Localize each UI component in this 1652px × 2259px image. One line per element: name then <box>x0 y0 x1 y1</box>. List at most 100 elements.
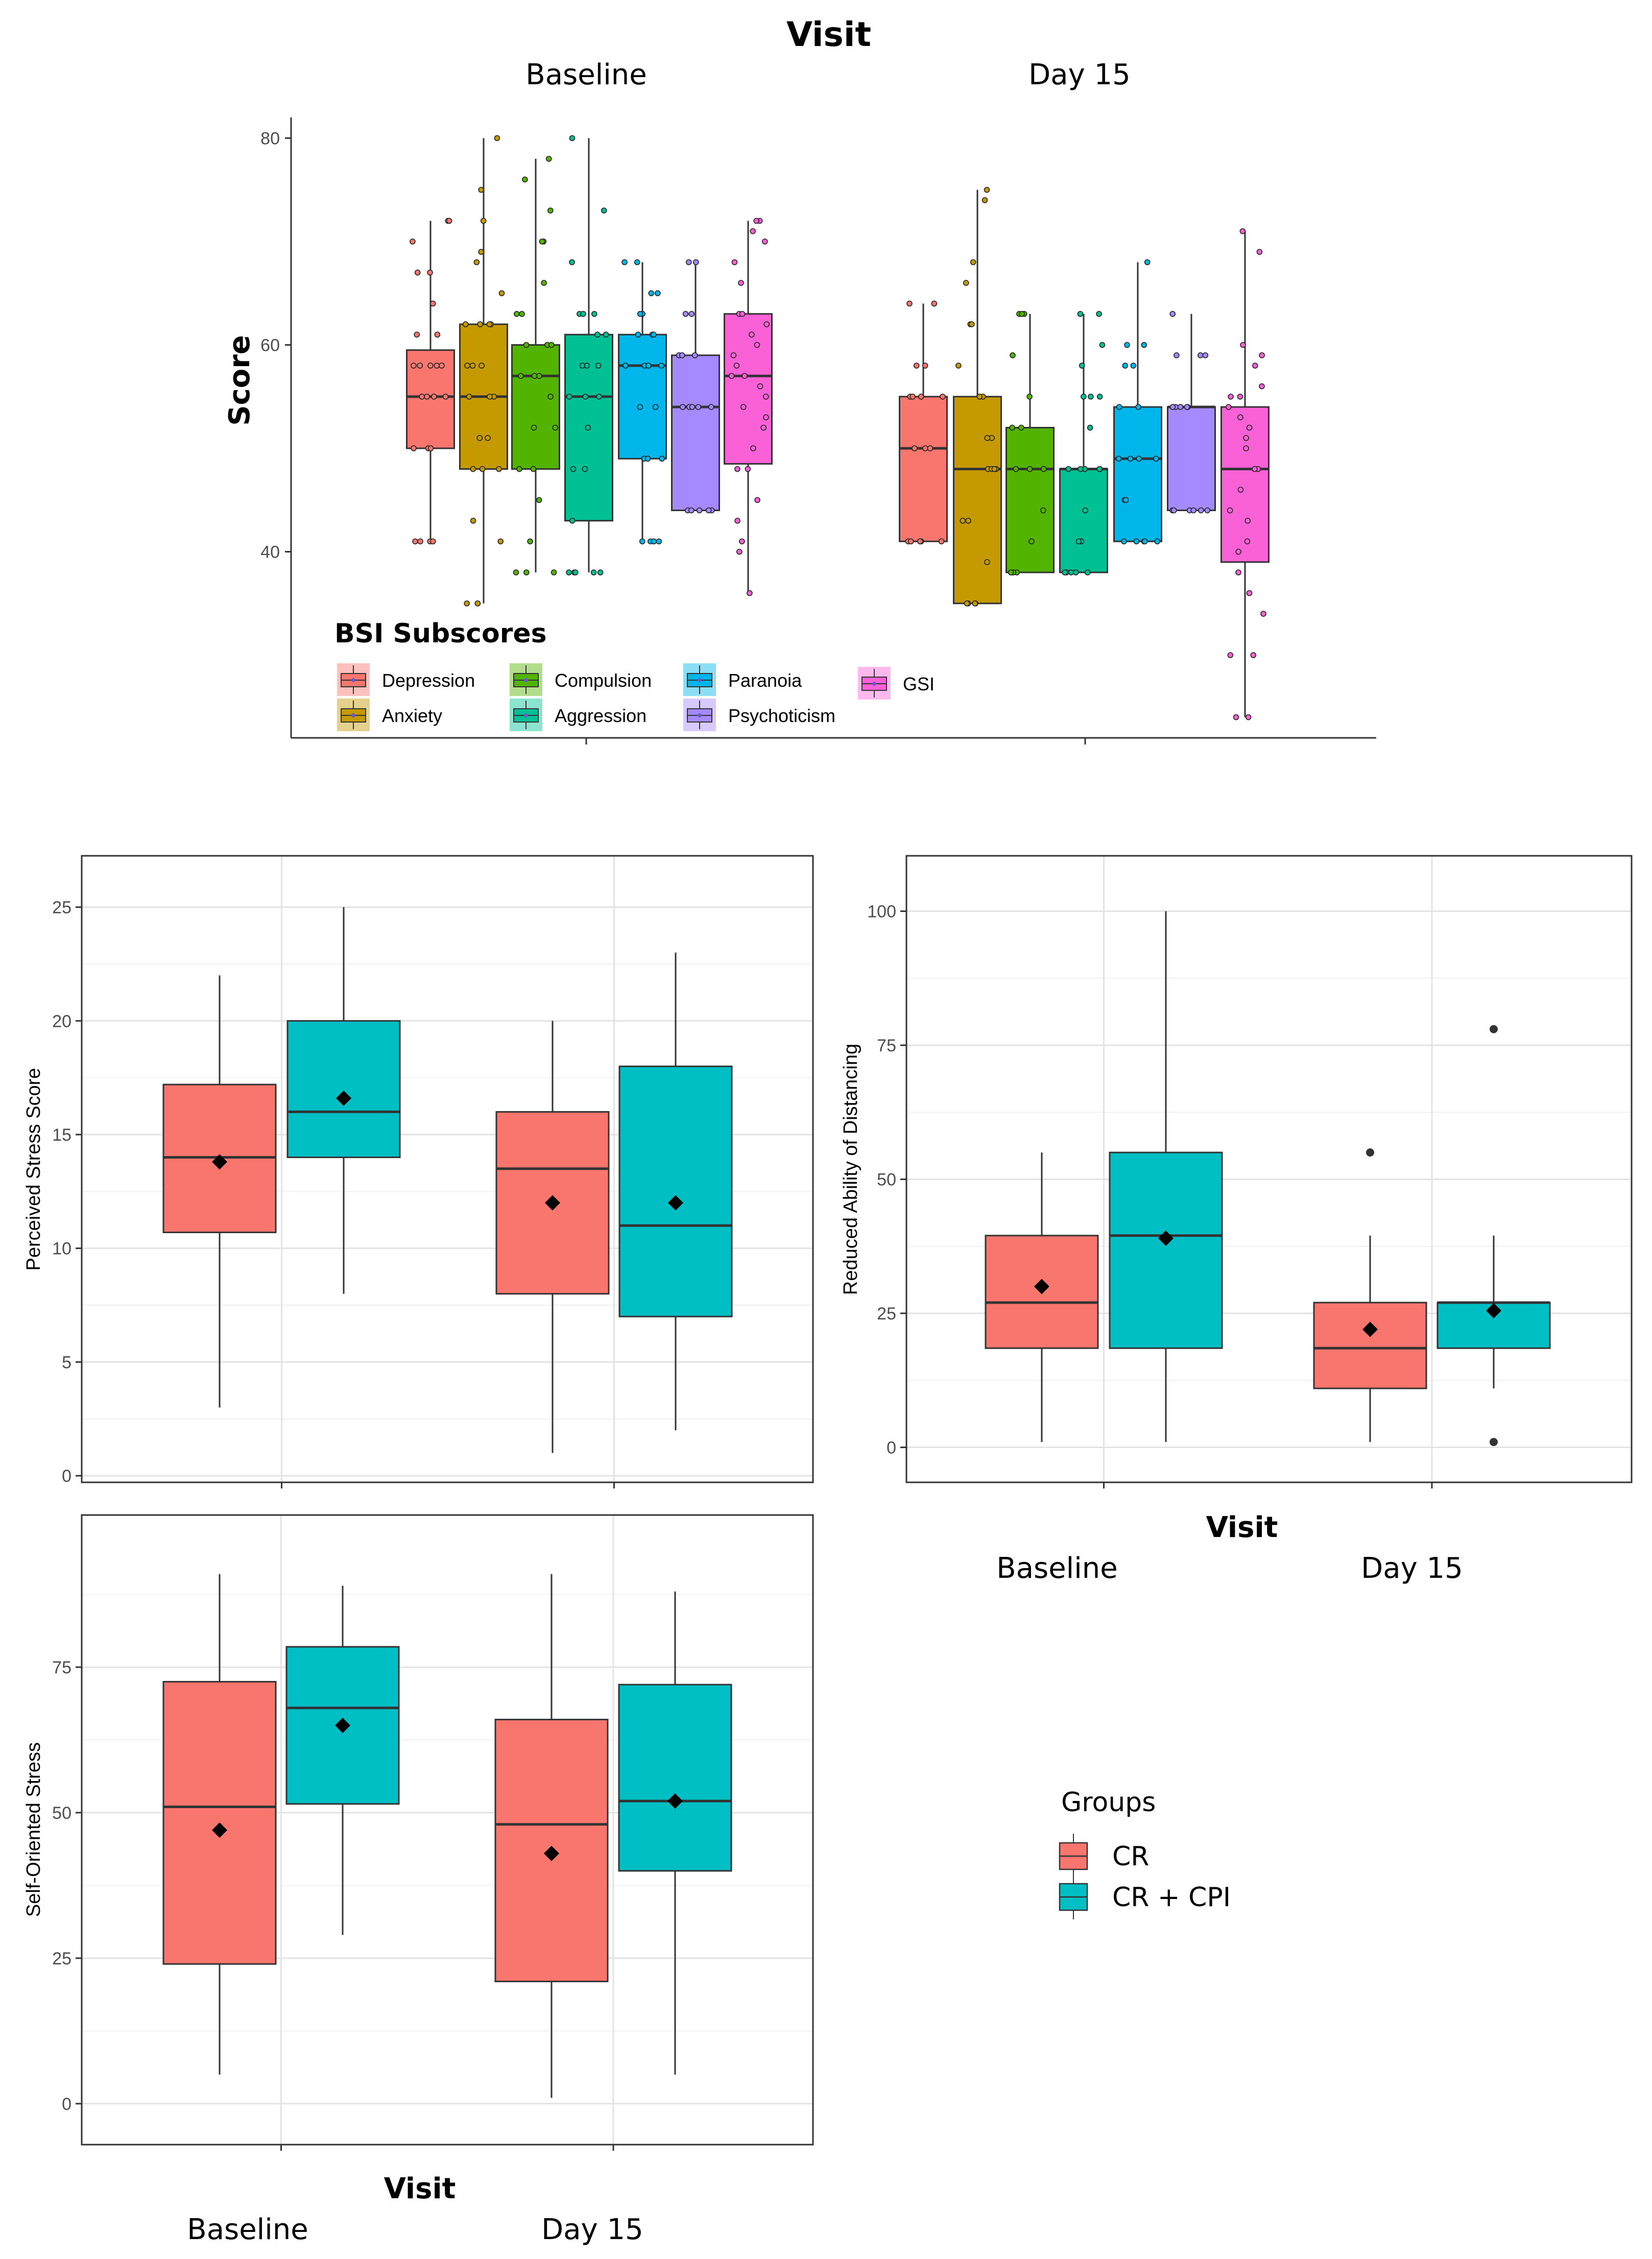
bsi-depression-f0-point-18 <box>429 300 436 307</box>
bsi-anxiety-f1-point-6 <box>965 517 971 524</box>
bsi-aggression-f1-point-16 <box>1088 393 1094 400</box>
rad-cr-cpi-day-15-mean <box>1486 1303 1501 1318</box>
rad-cr-day-15-box <box>1313 1302 1427 1389</box>
bsi-paranoia-f0-box <box>618 333 667 460</box>
bsi-paranoia-f0-point-9 <box>623 363 629 369</box>
bsi-paranoia-f1-point-6 <box>1122 497 1129 503</box>
bsi-aggression-f1-point-10 <box>1078 466 1084 472</box>
bsi-gsi-f0-point-23 <box>731 259 738 266</box>
bsi-compulsion-f1-point-6 <box>1040 466 1047 472</box>
bsi-paranoia-f0-point-7 <box>652 404 659 410</box>
bsi-psychoticism-f1-point-10 <box>1169 404 1176 410</box>
bsi-aggression-f0-point-14 <box>579 363 586 369</box>
bsi-aggression-f1-point-19 <box>1096 310 1102 317</box>
bsi-gsi-f0-point-0 <box>747 590 753 596</box>
pss-y-ticks: 0 5 10 15 20 25 <box>52 898 615 1488</box>
bsi-paranoia-f1-box <box>1113 406 1162 542</box>
bsi-gsi-f0-point-18 <box>749 331 755 338</box>
bsi-anxiety-f0-point-16 <box>462 321 469 327</box>
bsi-anxiety-f0-point-25 <box>494 135 500 141</box>
bsi-plot-area <box>406 135 1270 720</box>
bsi-paranoia-f1-point-12 <box>1116 404 1122 410</box>
bsi-compulsion-f1-point-4 <box>1028 538 1035 545</box>
bsi-compulsion-f0-point-5 <box>530 466 537 472</box>
bsi-anxiety-f0-point-4 <box>470 517 476 524</box>
rad-chart: 0 25 50 75 100 Reduced Ability of Distancing… <box>840 855 1633 1585</box>
rad-plot-area <box>906 856 1632 1482</box>
pss-y-tick-label-25: 25 <box>52 898 71 918</box>
rad-cr-cpi-baseline-mean <box>1158 1231 1174 1246</box>
bsi-aggression-f0-point-13 <box>595 363 602 369</box>
bsi-aggression-f0-point-15 <box>603 331 609 338</box>
bsi-psychoticism-f0-point-3 <box>688 507 695 514</box>
pss-chart: 0 5 10 15 20 25 Perceived Stress Score <box>23 855 814 1488</box>
bsi-legend-compulsion-key-dot <box>524 678 528 682</box>
bsi-psychoticism-f0-point-16 <box>685 259 692 266</box>
bsi-facet-baseline: Baseline <box>525 58 647 91</box>
bsi-compulsion-f1-point-8 <box>1026 466 1033 472</box>
bsi-psychoticism-f0-point-8 <box>708 404 714 410</box>
bsi-legend-anxiety-key-dot <box>351 713 355 717</box>
bsi-anxiety-f0-point-6 <box>479 466 486 472</box>
sos-chart: 0 25 50 75 Self-Oriented Stress Visit Basel… <box>23 1514 814 2246</box>
bsi-anxiety-f1-point-10 <box>991 466 998 472</box>
bsi-depression-f0-point-20 <box>414 269 421 276</box>
bsi-gsi-f0-point-17 <box>754 342 760 348</box>
bsi-paranoia-f0-point-0 <box>639 538 645 545</box>
bsi-paranoia-f0-point-18 <box>655 290 661 297</box>
bsi-psychoticism-f0-point-14 <box>688 310 695 317</box>
bsi-paranoia-f0-point-6 <box>644 455 651 462</box>
pss-cr-cpi-day-15-mean <box>668 1195 683 1211</box>
bsi-anxiety-f0-point-9 <box>476 435 483 441</box>
bsi-gsi-f0-point-6 <box>734 466 740 472</box>
bsi-anxiety-f0-point-21 <box>473 259 480 266</box>
bsi-aggression-f0-point-11 <box>596 393 602 400</box>
bsi-compulsion-f0-point-8 <box>531 424 537 431</box>
bsi-depression-f0-point-8 <box>431 393 437 400</box>
bsi-aggression-f0-point-19 <box>580 310 586 317</box>
bsi-gsi-f1-point-24 <box>1240 342 1246 348</box>
bsi-aggression-f0-point-9 <box>582 393 589 400</box>
bsi-depression-f0-point-16 <box>434 331 441 338</box>
rad-y-ticks: 0 25 50 75 100 <box>867 902 1433 1488</box>
bsi-aggression-f0-point-4 <box>590 569 597 575</box>
bsi-anxiety-f0-point-19 <box>486 321 493 327</box>
bsi-paranoia-f1-point-16 <box>1124 342 1130 348</box>
pss-y-tick-label-15: 15 <box>52 1125 71 1145</box>
bsi-gsi-f0-point-24 <box>761 238 768 245</box>
bsi-depression-f0-point-6 <box>411 445 417 451</box>
pss-cr-cpi-day-15-box <box>618 1065 733 1317</box>
bsi-compulsion-f0-point-7 <box>552 424 559 431</box>
bsi-title: Visit <box>786 15 871 54</box>
bsi-psychoticism-f1-box <box>1167 406 1216 511</box>
bsi-compulsion-f0-point-20 <box>539 238 545 245</box>
bsi-gsi-f0-point-21 <box>739 310 746 317</box>
sos-plot-area <box>82 1515 813 2145</box>
bsi-paranoia-f1-point-9 <box>1115 455 1122 462</box>
rad-cr-cpi-day-15-outlier-0 <box>1490 1025 1498 1034</box>
bsi-depression-f0-point-9 <box>424 393 430 400</box>
bsi-psychoticism-f1-point-13 <box>1202 352 1209 358</box>
rad-cr-day-15-mean <box>1362 1321 1378 1337</box>
pss-y-tick-label-5: 5 <box>62 1353 71 1372</box>
bsi-aggression-f0-point-2 <box>572 569 579 575</box>
bsi-gsi-f0-point-5 <box>745 466 751 472</box>
bsi-gsi-f1-point-10 <box>1227 507 1233 514</box>
bsi-anxiety-f1-point-1 <box>972 600 978 607</box>
bsi-paranoia-f1-point-3 <box>1121 538 1127 545</box>
pss-cr-cpi-baseline-box <box>286 1020 401 1159</box>
bsi-paranoia-f1-point-13 <box>1130 363 1137 369</box>
bsi-depression-f1-point-7 <box>912 445 918 451</box>
bsi-legend-aggression-label: Aggression <box>555 705 647 726</box>
bsi-paranoia-f1-point-1 <box>1154 538 1161 545</box>
bsi-gsi-f1-point-20 <box>1237 393 1243 400</box>
rad-cr-cpi-day-15-outlier-1 <box>1490 1438 1498 1446</box>
bsi-psychoticism-f1-point-2 <box>1198 507 1204 514</box>
bsi-compulsion-f0-point-9 <box>547 393 554 400</box>
bsi-aggression-f0-point-6 <box>582 466 588 472</box>
bsi-depression-f0-point-17 <box>414 331 420 338</box>
bsi-legend-gsi-label: GSI <box>903 674 935 694</box>
pss-plot-area <box>82 856 813 1482</box>
bsi-gsi-f0-point-1 <box>736 548 743 555</box>
bsi-depression-f0-point-11 <box>439 363 445 369</box>
